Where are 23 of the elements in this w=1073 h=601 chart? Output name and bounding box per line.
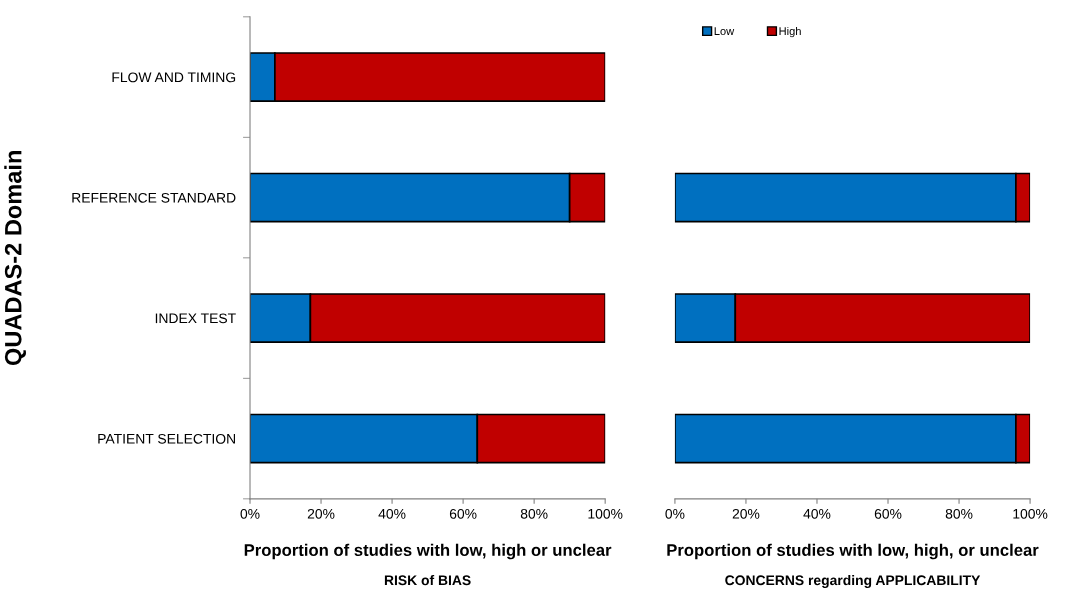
x-tick-label: 80% [945,508,973,519]
x-tick-label: 100% [588,508,623,519]
x-tick-label: 100% [1013,508,1048,519]
legend-label: High [779,26,801,38]
x-tick-label: 0% [240,508,260,519]
y-tick-label: FLOW AND TIMING [112,72,236,83]
x-tick-label: 40% [803,508,831,519]
x-tick-label: 0% [665,508,685,519]
text: RISK of BIAS [384,574,471,586]
x-axis-title: Proportion of studies with low, high or unclear [244,543,612,560]
x-axis-title: Proportion of studies with low, high, or unclear [667,543,1039,560]
y-tick-label: INDEX TEST [155,313,236,324]
text: CONCERNS regarding APPLICABILITY [725,574,981,588]
x-tick-label: 80% [520,508,548,519]
y-tick-label: REFERENCE STANDARD [72,192,236,203]
x-tick-label: 40% [378,508,406,519]
x-tick-label: 60% [874,508,902,519]
legend-label: Low [714,27,735,36]
x-tick-label: 20% [732,508,760,519]
x-tick-label: 60% [449,508,477,519]
x-tick-label: 20% [307,508,335,519]
y-axis-title: QUADAS-2 Domain [4,151,26,366]
y-tick-label: PATIENT SELECTION [98,433,235,444]
